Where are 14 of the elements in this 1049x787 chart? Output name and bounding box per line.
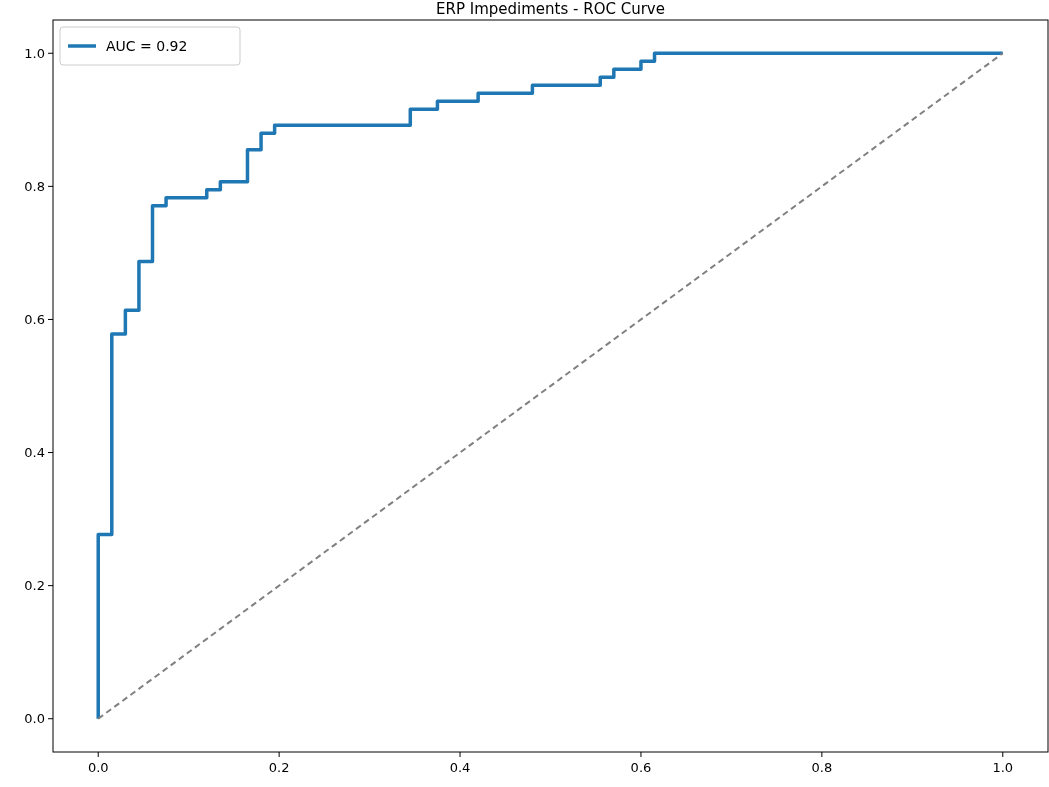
y-tick-label: 1.0 <box>24 45 45 61</box>
x-tick-label: 0.8 <box>811 760 833 775</box>
y-tick-label: 0.8 <box>24 178 45 194</box>
y-tick-label: 0.2 <box>24 578 45 594</box>
x-tick-label: 1.0 <box>992 760 1014 775</box>
y-tick-label: 0.4 <box>24 445 45 461</box>
y-tick-label: 0.6 <box>24 312 45 327</box>
x-tick-label: 0.6 <box>630 760 652 775</box>
x-tick-label: 0.4 <box>449 760 471 775</box>
x-tick-label: 0.0 <box>87 760 109 775</box>
x-tick-label: 0.2 <box>268 760 290 775</box>
y-tick-label: 0.0 <box>24 711 45 727</box>
chart-title: ERP Impediments - ROC Curve <box>436 0 665 18</box>
legend-label: AUC = 0.92 <box>106 37 188 54</box>
